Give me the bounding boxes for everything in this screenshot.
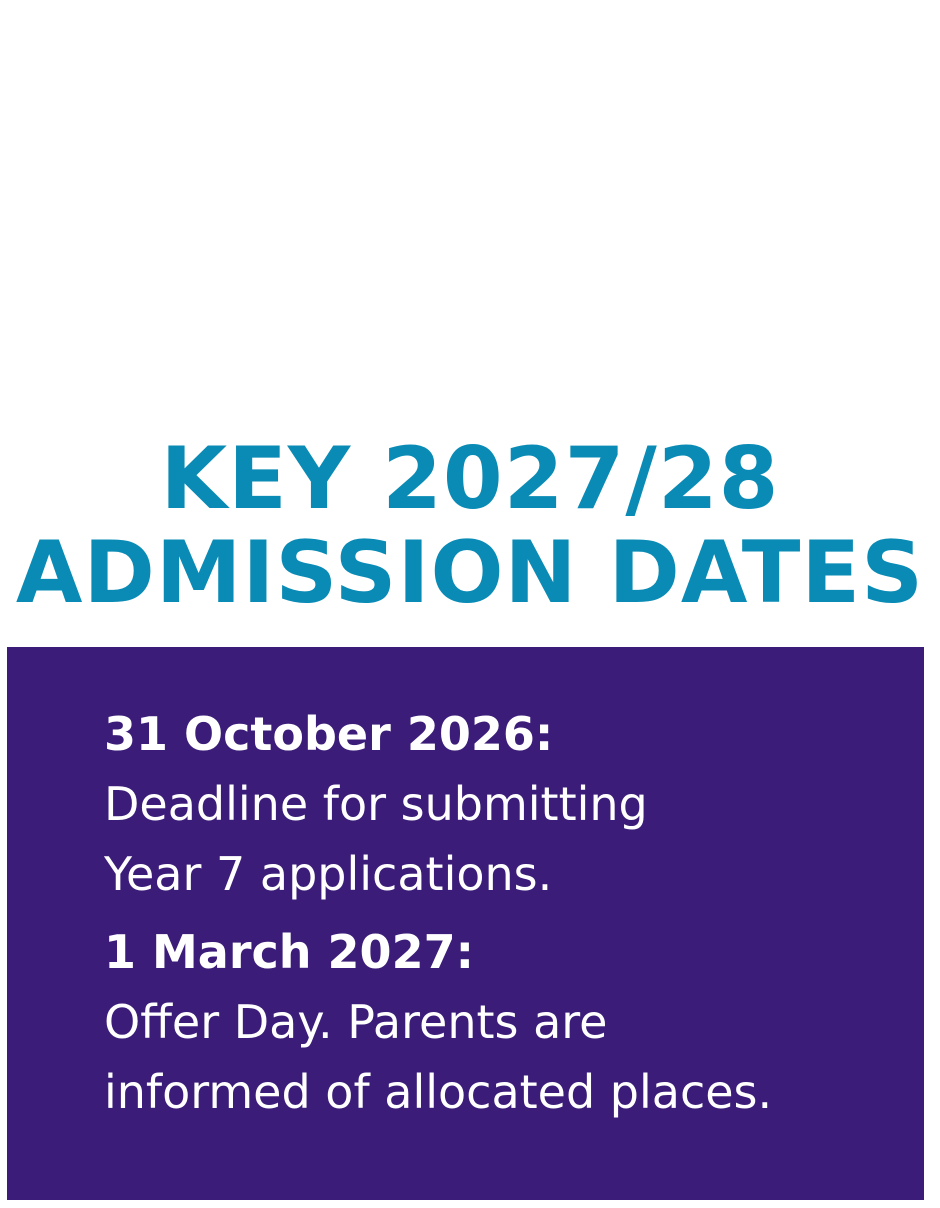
entry-description-line: Year 7 applications. <box>104 847 553 901</box>
date-entry: 31 October 2026: Deadline for submitting… <box>104 699 772 909</box>
title-line-1: KEY 2027/28 <box>160 429 780 529</box>
entry-description-line: Offer Day. Parents are <box>104 995 608 1049</box>
date-entry: 1 March 2027: Offer Day. Parents are inf… <box>104 917 772 1127</box>
entry-description-line: Deadline for submitting <box>104 777 648 831</box>
page-title: KEY 2027/28 ADMISSION DATES <box>0 432 940 620</box>
entry-date: 31 October 2026: <box>104 707 554 761</box>
dates-panel: 31 October 2026: Deadline for submitting… <box>7 647 924 1200</box>
title-line-2: ADMISSION DATES <box>15 523 925 623</box>
entry-date: 1 March 2027: <box>104 925 474 979</box>
entry-description-line: informed of allocated places. <box>104 1065 773 1119</box>
